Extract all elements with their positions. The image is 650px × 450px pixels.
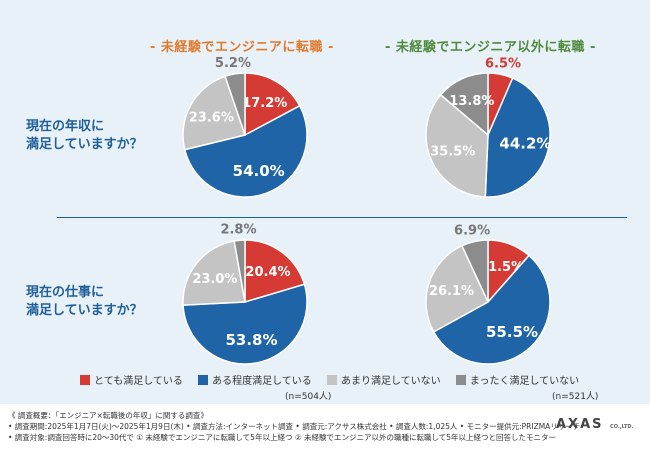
pie-label-not-very-satisfied: 23.6% bbox=[189, 110, 234, 125]
survey-footer: 《 調査概要：「エンジニア×転職後の年収」に関する調査》 • 調査期間:2025… bbox=[0, 404, 650, 450]
pie-label-very-satisfied: 17.2% bbox=[242, 96, 287, 111]
pie-label-very-satisfied: 11.5% bbox=[479, 260, 524, 275]
question-income-text: 現在の年収に 満足していますか？ bbox=[26, 119, 143, 152]
sample-size-left: (n=504人) bbox=[285, 392, 332, 402]
pie-label-not-satisfied-at-all: 2.8% bbox=[220, 222, 256, 237]
question-job: 現在の仕事に 満足していますか？ bbox=[26, 284, 176, 320]
pie-chart-4: 11.5% 55.5% 26.1% 6.9% bbox=[425, 224, 551, 365]
logo-subtext: CO.,LTD. bbox=[610, 424, 634, 430]
pie-slice-not-very-satisfied bbox=[182, 240, 246, 306]
pie-label-somewhat-satisfied: 54.0% bbox=[233, 162, 285, 180]
company-logo: AXAS CO.,LTD. bbox=[556, 417, 633, 432]
pie-slice-very-satisfied bbox=[244, 239, 306, 304]
heading-non-engineer: - 未経験でエンジニア以外に転職 - bbox=[385, 40, 596, 55]
pie-label-not-very-satisfied: 26.1% bbox=[429, 284, 474, 299]
legend-swatch bbox=[198, 375, 209, 385]
pie-slice-somewhat-satisfied bbox=[432, 254, 551, 365]
legend-label: まったく満足していない bbox=[469, 376, 580, 387]
logo-text: AXAS bbox=[556, 417, 604, 432]
pie-label-not-satisfied-at-all: 5.2% bbox=[215, 56, 251, 71]
pie-chart-1: 17.2% 54.0% 23.6% 5.2% bbox=[182, 56, 308, 198]
legend-item-not-satisfied-at-all: まったく満足していない bbox=[455, 372, 580, 387]
legend-label: とても満足している bbox=[94, 376, 183, 387]
section-divider bbox=[57, 217, 627, 218]
pie-slice-not-very-satisfied bbox=[182, 75, 246, 151]
pie-slice-not-satisfied-at-all bbox=[439, 72, 489, 137]
legend-swatch bbox=[80, 375, 90, 385]
pie-slice-very-satisfied bbox=[244, 72, 301, 137]
pie-chart-2: 6.5% 44.2% 35.5% 13.8% bbox=[425, 57, 551, 198]
legend-swatch bbox=[455, 375, 466, 385]
legend-swatch bbox=[326, 375, 337, 385]
question-income: 現在の年収に 満足していますか？ bbox=[26, 118, 176, 154]
survey-overview-title: 《 調査概要：「エンジニア×転職後の年収」に関する調査》 bbox=[8, 411, 208, 420]
legend-label: ある程度満足している bbox=[212, 376, 312, 387]
pie-label-somewhat-satisfied: 53.8% bbox=[225, 331, 277, 349]
sample-size-right: (n=521人) bbox=[552, 392, 599, 402]
pie-slice-not-satisfied-at-all bbox=[460, 239, 489, 303]
pie-slice-not-satisfied-at-all bbox=[224, 72, 246, 136]
pie-label-very-satisfied: 20.4% bbox=[245, 265, 290, 280]
pie-slice-somewhat-satisfied bbox=[484, 77, 551, 198]
survey-details: • 調査期間:2025年1月7日(火)〜2025年1月9日(木) • 調査方法:… bbox=[8, 422, 581, 431]
pie-label-not-satisfied-at-all: 13.8% bbox=[449, 94, 494, 109]
legend-item-not-very-satisfied: あまり満足していない bbox=[326, 372, 441, 387]
pie-label-not-very-satisfied: 35.5% bbox=[430, 144, 475, 159]
legend: とても満足している ある程度満足している あまり満足していない まったく満足して… bbox=[80, 372, 591, 387]
survey-target: • 調査対象:調査回答時に20〜30代で ① 未経験でエンジニアに転職して5年以… bbox=[8, 433, 556, 442]
pie-label-somewhat-satisfied: 55.5% bbox=[486, 323, 538, 341]
pie-slice-not-very-satisfied bbox=[425, 93, 489, 198]
pie-label-very-satisfied: 6.5% bbox=[485, 57, 521, 72]
pie-chart-3: 20.4% 53.8% 23.0% 2.8% bbox=[182, 222, 308, 365]
pie-slice-somewhat-satisfied bbox=[183, 104, 308, 198]
legend-label: あまり満足していない bbox=[340, 376, 441, 387]
pie-label-not-very-satisfied: 23.0% bbox=[192, 272, 237, 287]
pie-label-somewhat-satisfied: 44.2% bbox=[499, 135, 551, 153]
heading-engineer: - 未経験でエンジニアに転職 - bbox=[150, 40, 334, 55]
legend-item-somewhat-satisfied: ある程度満足している bbox=[198, 372, 312, 387]
pie-label-not-satisfied-at-all: 6.9% bbox=[454, 224, 490, 239]
question-job-text: 現在の仕事に 満足していますか？ bbox=[26, 285, 143, 318]
legend-item-very-satisfied: とても満足している bbox=[80, 372, 183, 387]
pie-slice-not-very-satisfied bbox=[425, 244, 489, 333]
pie-slice-not-satisfied-at-all bbox=[233, 239, 246, 303]
